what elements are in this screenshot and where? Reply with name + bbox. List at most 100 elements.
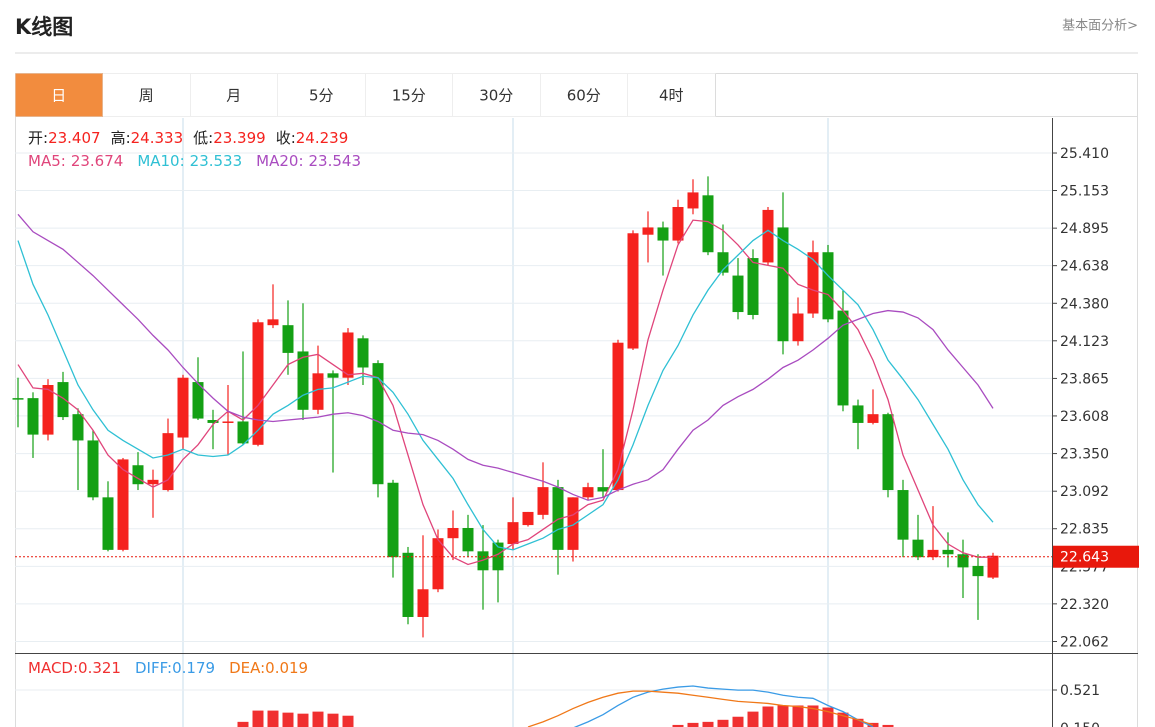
info-label: 高:: [111, 129, 131, 147]
legend-value: 23.674: [71, 152, 124, 170]
info-label: 收:: [276, 129, 296, 147]
candle-body: [342, 332, 354, 378]
candle-body: [177, 377, 189, 438]
period-tabs: 日 周 月 5分 15分 30分 60分 4时: [15, 73, 716, 117]
candle-body: [117, 459, 129, 550]
candle-body: [387, 482, 399, 558]
candle-body: [12, 398, 24, 400]
y-tick-label: 0.150: [1060, 721, 1100, 727]
legend-name: MA20:: [256, 152, 303, 170]
info-label: 开:: [28, 129, 48, 147]
macd-line: [527, 690, 874, 727]
candle-body: [492, 542, 504, 571]
candle-body: [732, 275, 744, 313]
macd-bar: [732, 716, 744, 727]
tab-label[interactable]: 5分: [309, 87, 334, 105]
plot-area: 25.410 25.153 24.895 24.638 24.380 24.123 23.8…: [12, 146, 1109, 727]
tab-label[interactable]: 4时: [659, 87, 684, 105]
candle-body: [582, 487, 594, 498]
macd-bar: [867, 722, 879, 727]
candle-body: [627, 233, 639, 349]
candle-body: [27, 398, 39, 435]
candle-body: [42, 385, 54, 435]
candle-body: [102, 497, 114, 550]
candle-body: [957, 554, 969, 568]
y-tick-label: 23.350: [1060, 447, 1109, 463]
last-price-box: [1053, 545, 1139, 568]
active-tab[interactable]: [15, 73, 104, 117]
tab-label[interactable]: 日: [51, 87, 66, 105]
macd-bar: [672, 724, 684, 727]
candle-body: [882, 414, 894, 491]
candle-body: [372, 363, 384, 485]
macd-bar: [687, 722, 699, 727]
tab[interactable]: [365, 73, 454, 117]
tab[interactable]: [103, 73, 191, 117]
tab[interactable]: [190, 73, 279, 117]
candle-body: [357, 338, 369, 368]
candle-body: [747, 258, 759, 315]
macd-bar: [837, 712, 849, 727]
tab-label[interactable]: 30分: [479, 87, 513, 105]
legend-name: MA10:: [137, 152, 184, 170]
macd-bar: [777, 705, 789, 727]
tab[interactable]: [540, 73, 629, 117]
candle-body: [237, 421, 249, 444]
legend-value: 0.179: [172, 659, 215, 677]
tab-label[interactable]: 60分: [567, 87, 601, 105]
candle-body: [192, 382, 204, 419]
candle-body: [807, 252, 819, 314]
candle-body: [912, 539, 924, 558]
info-value: 23.399: [213, 129, 266, 147]
candle-body: [462, 527, 474, 552]
candle-body: [942, 549, 954, 555]
candle-body: [252, 322, 264, 445]
tab[interactable]: [453, 73, 541, 117]
candle-body: [552, 487, 564, 550]
macd-bar: [807, 705, 819, 727]
tab-label[interactable]: 周: [139, 87, 154, 105]
macd-bar: [237, 721, 249, 727]
candle-body: [267, 319, 279, 326]
fundamental-link[interactable]: 基本面分析>: [1062, 19, 1138, 34]
macd-bar: [327, 713, 339, 727]
candle-body: [972, 565, 984, 577]
y-tick-label: 0.521: [1060, 683, 1100, 699]
legend-name: MA5:: [28, 152, 66, 170]
macd-bar: [342, 715, 354, 727]
candle-body: [687, 192, 699, 209]
tab-label[interactable]: 15分: [392, 87, 426, 105]
legend-value: 0.019: [265, 659, 308, 677]
tab-label[interactable]: 月: [226, 87, 241, 105]
y-tick-label: 24.123: [1060, 334, 1109, 350]
y-tick-label: 22.062: [1060, 634, 1109, 650]
moving-average-line: [17, 213, 994, 501]
candle-body: [162, 433, 174, 491]
candle-body: [537, 487, 549, 515]
macd-legend: MACD:0.321 DIFF:0.179 DEA:0.019: [28, 659, 308, 677]
candle-body: [477, 551, 489, 571]
candle-body: [702, 195, 714, 253]
tab[interactable]: [628, 73, 716, 117]
tab[interactable]: [278, 73, 366, 117]
candle-body: [567, 497, 579, 550]
legend-name: DIFF:: [135, 659, 172, 677]
overlay: 开:23.407 高:24.333 低:23.399 收:24.239 MA5: 23.6…: [15, 129, 1139, 677]
y-tick-label: 25.410: [1060, 146, 1109, 162]
info-value: 23.407: [48, 129, 101, 147]
candle-body: [792, 313, 804, 342]
legend-name: DEA:: [229, 659, 265, 677]
legend-value: 23.543: [309, 152, 362, 170]
last-price-label: 22.643: [1060, 550, 1109, 566]
y-tick-label: 22.320: [1060, 597, 1109, 613]
macd-bar: [852, 718, 864, 727]
y-tick-label: 23.608: [1060, 409, 1109, 425]
candle-body: [597, 487, 609, 492]
candle-body: [222, 421, 234, 423]
candle-body: [72, 414, 84, 441]
macd-bar: [252, 710, 264, 727]
candle-body: [927, 549, 939, 558]
info-value: 24.333: [131, 129, 184, 147]
info-value: 24.239: [296, 129, 349, 147]
